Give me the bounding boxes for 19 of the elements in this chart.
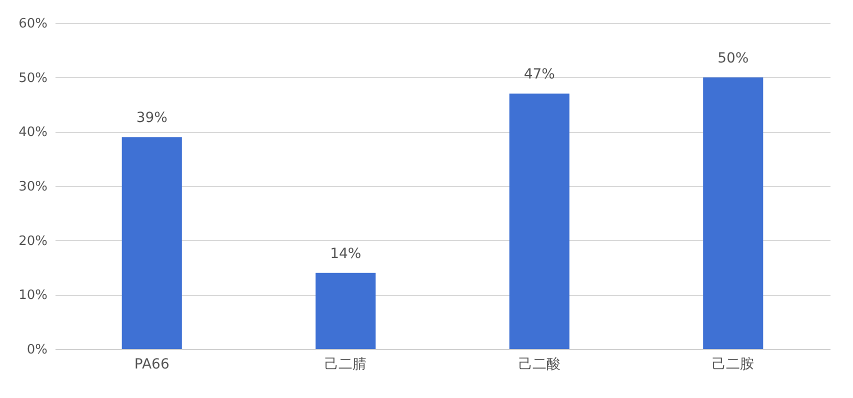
y-tick-label: 10% bbox=[18, 288, 48, 304]
x-tick-label: 己二酸 bbox=[518, 356, 560, 372]
y-tick-label: 50% bbox=[18, 70, 48, 86]
data-label: 39% bbox=[136, 110, 168, 126]
y-tick-label: 20% bbox=[18, 234, 48, 249]
x-tick-label: 己二腈 bbox=[324, 356, 367, 372]
bar bbox=[509, 94, 570, 349]
data-label: 50% bbox=[718, 50, 749, 66]
x-tick-label: 己二胺 bbox=[712, 356, 754, 372]
y-tick-label: 30% bbox=[18, 180, 48, 194]
data-label: 47% bbox=[524, 66, 555, 83]
bar bbox=[122, 137, 182, 349]
data-label: 14% bbox=[330, 246, 362, 262]
y-tick-label: 60% bbox=[18, 16, 48, 32]
bar bbox=[316, 272, 376, 349]
bar bbox=[703, 77, 764, 349]
y-tick-label: 0% bbox=[26, 342, 48, 358]
y-tick-label: 40% bbox=[18, 125, 48, 140]
x-tick-label: PA66 bbox=[134, 356, 170, 372]
